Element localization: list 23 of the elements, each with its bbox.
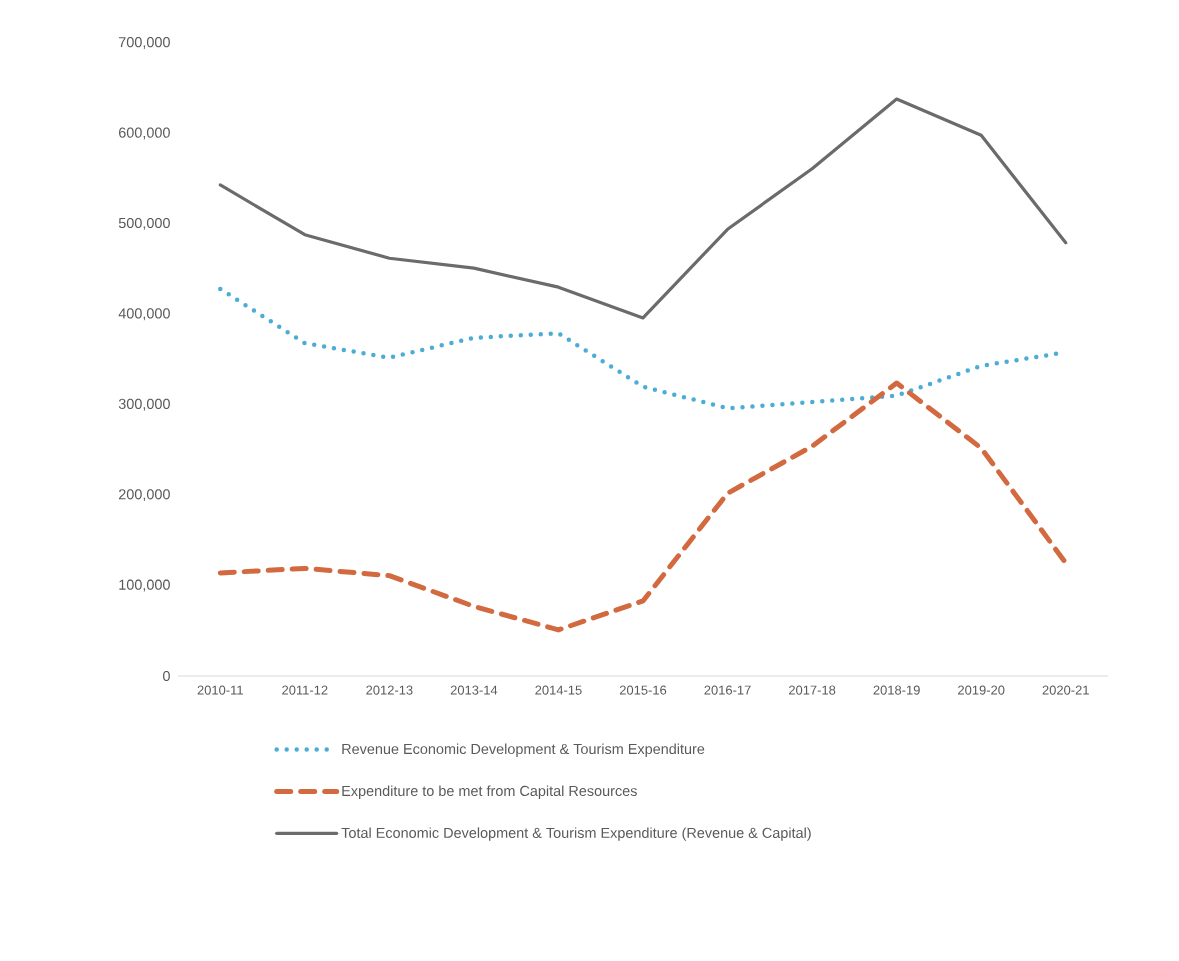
y-tick-label: 600,000 (119, 127, 170, 140)
x-tick-label: 2010-11 (197, 685, 243, 695)
legend-label: Expenditure to be met from Capital Resources (342, 785, 637, 799)
x-tick-label: 2017-18 (788, 685, 836, 695)
x-tick-label: 2020-21 (1042, 685, 1089, 695)
x-tick-label: 2019-20 (958, 685, 1005, 695)
y-tick-label: 300,000 (118, 398, 170, 411)
x-tick-label: 2011-12 (282, 685, 328, 695)
legend-label: Total Economic Development & Tourism Expenditure (Revenue & Capital) (341, 827, 811, 841)
y-tick-label: 0 (163, 670, 170, 682)
y-tick-label: 100,000 (119, 579, 170, 592)
x-tick-label: 2014-15 (535, 685, 582, 695)
line-series (218, 97, 1068, 320)
x-tick-label: 2015-16 (619, 685, 667, 695)
legend-label: Revenue Economic Development & Tourism Expenditure (342, 743, 705, 757)
y-tick-label: 700,000 (119, 37, 170, 49)
x-tick-label: 2013-14 (450, 685, 498, 695)
y-tick-label: 500,000 (118, 217, 170, 230)
y-tick-label: 400,000 (118, 308, 170, 321)
y-tick-label: 200,000 (119, 489, 170, 502)
x-tick-label: 2018-19 (873, 685, 920, 695)
x-tick-label: 2016-17 (704, 685, 751, 695)
x-tick-label: 2012-13 (366, 685, 413, 695)
